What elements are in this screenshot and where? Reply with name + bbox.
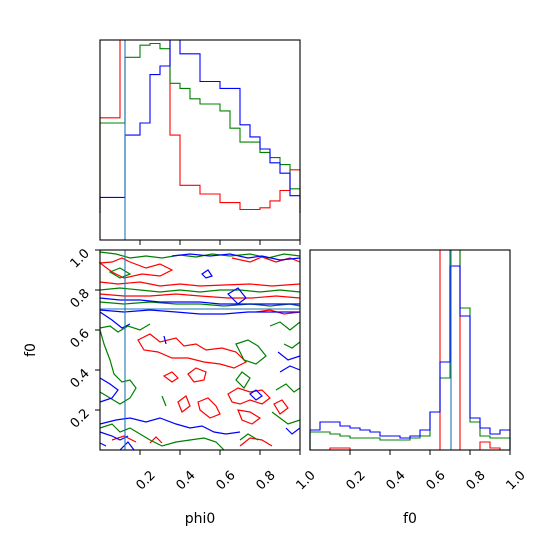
green-contour	[239, 433, 259, 441]
f0-hist-x-tick-label: 0.8	[463, 468, 488, 493]
blue-contour	[201, 269, 213, 279]
green-contour	[235, 339, 267, 365]
green-contour	[283, 341, 301, 349]
blue-contour	[279, 365, 301, 373]
f0-hist-x-tick-label: 1.0	[503, 468, 528, 493]
f0-hist-x-tick-label: 0.2	[343, 468, 368, 493]
blue-contour	[119, 441, 135, 451]
red-contour	[99, 293, 301, 299]
green-contour	[99, 329, 137, 405]
contour-y-tick-label: 0.4	[68, 366, 93, 391]
f0-hist-x-tick-label: 0.4	[383, 468, 408, 493]
blue-contour	[227, 287, 247, 305]
blue-contour	[285, 427, 301, 435]
phi0-histogram-frame	[99, 39, 301, 241]
blue-contour	[99, 377, 119, 403]
blue-contour	[99, 431, 129, 441]
red-contour	[149, 436, 163, 444]
blue-contour	[99, 311, 131, 329]
contour-x-tick-label: 0.4	[173, 468, 198, 493]
red-contour	[237, 409, 262, 425]
contour-x-tick-label: 0.6	[213, 468, 238, 493]
contour-y-tick-label: 1.0	[68, 246, 93, 271]
blue-contour	[99, 309, 300, 315]
green-contour	[235, 371, 251, 389]
contour-x-tick-label: 1.0	[293, 468, 318, 493]
red-contour	[98, 257, 174, 279]
red-contour	[273, 399, 289, 415]
green-contour	[99, 301, 301, 307]
y-axis-label-f0: f0	[23, 343, 39, 357]
green-contour	[275, 383, 301, 393]
green-contour	[99, 323, 151, 333]
green-contour	[99, 287, 301, 293]
blue-contour	[99, 442, 107, 447]
green-contour	[99, 423, 225, 451]
red-contour	[197, 397, 221, 419]
red-contour	[227, 387, 271, 405]
phi0-f0-contour-panel: 0.2 0.4 0.6 0.8 1.0 0.2 0.4 0.6 0.8 1.0	[68, 246, 319, 493]
green-contour	[271, 411, 301, 425]
red-contour	[162, 371, 179, 383]
f0-histogram-frame	[309, 249, 511, 451]
red-contour	[99, 281, 301, 287]
contour-x-tick-label: 0.8	[253, 468, 278, 493]
red-contour	[111, 435, 137, 443]
phi0-histogram-panel	[99, 39, 301, 245]
contour-lines	[98, 251, 301, 451]
blue-contour	[99, 297, 300, 305]
contour-y-tick-label: 0.6	[68, 326, 93, 351]
green-contours	[99, 251, 301, 451]
x-axis-label-phi0: phi0	[185, 511, 216, 527]
blue-contour	[171, 253, 301, 261]
f0-hist-x-tick-label: 0.6	[423, 468, 448, 493]
green-contour	[99, 251, 301, 259]
green-contour	[108, 267, 132, 279]
blue-phi0-histogram	[99, 39, 301, 213]
blue-contour	[277, 351, 301, 361]
contour-frame	[99, 249, 301, 451]
contour-y-tick-label: 0.2	[68, 406, 93, 431]
blue-contour	[163, 335, 167, 345]
f0-histogram-panel: 0.2 0.4 0.6 0.8 1.0	[309, 249, 529, 493]
green-contour	[269, 321, 301, 331]
red-contour	[137, 333, 248, 369]
blue-f0-histogram	[309, 265, 511, 450]
contour-x-tick-label: 0.2	[133, 468, 158, 493]
green-contour	[161, 395, 167, 407]
blue-contour	[249, 389, 263, 401]
x-axis-label-f0: f0	[403, 511, 417, 527]
contour-y-tick-label: 0.8	[68, 286, 93, 311]
red-contour	[187, 367, 207, 383]
red-contour	[177, 395, 191, 413]
